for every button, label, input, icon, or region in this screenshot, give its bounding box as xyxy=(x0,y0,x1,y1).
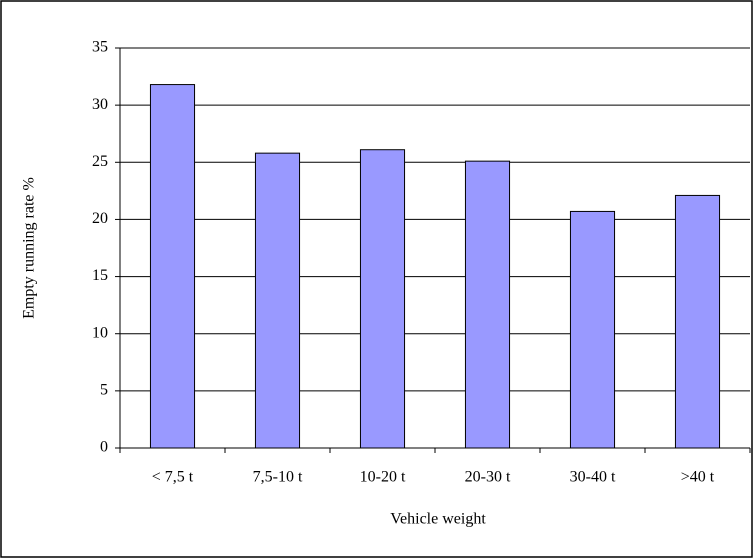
bar xyxy=(254,152,301,449)
y-tick-label: 20 xyxy=(92,210,108,227)
y-tick-label: 15 xyxy=(92,267,108,284)
y-tick-label: 5 xyxy=(100,382,108,399)
x-tick-label: >40 t xyxy=(681,469,715,486)
bar xyxy=(674,194,721,449)
x-axis-title: Vehicle weight xyxy=(390,511,486,528)
y-tick-label: 0 xyxy=(100,439,108,456)
x-tick-label: < 7,5 t xyxy=(152,469,194,486)
y-tick-label: 10 xyxy=(92,324,108,341)
y-tick-label: 25 xyxy=(92,153,108,170)
x-tick-label: 10-20 t xyxy=(360,469,406,486)
x-tick-label: 30-40 t xyxy=(570,469,616,486)
bar xyxy=(149,84,196,449)
y-tick-label: 30 xyxy=(92,96,108,113)
y-axis-title: Empty running rate % xyxy=(21,177,38,319)
x-tick-label: 20-30 t xyxy=(465,469,511,486)
y-tick-label: 35 xyxy=(92,39,108,56)
bar xyxy=(464,160,511,449)
bar xyxy=(569,210,616,449)
bar xyxy=(359,149,406,449)
x-tick-label: 7,5-10 t xyxy=(253,469,303,486)
